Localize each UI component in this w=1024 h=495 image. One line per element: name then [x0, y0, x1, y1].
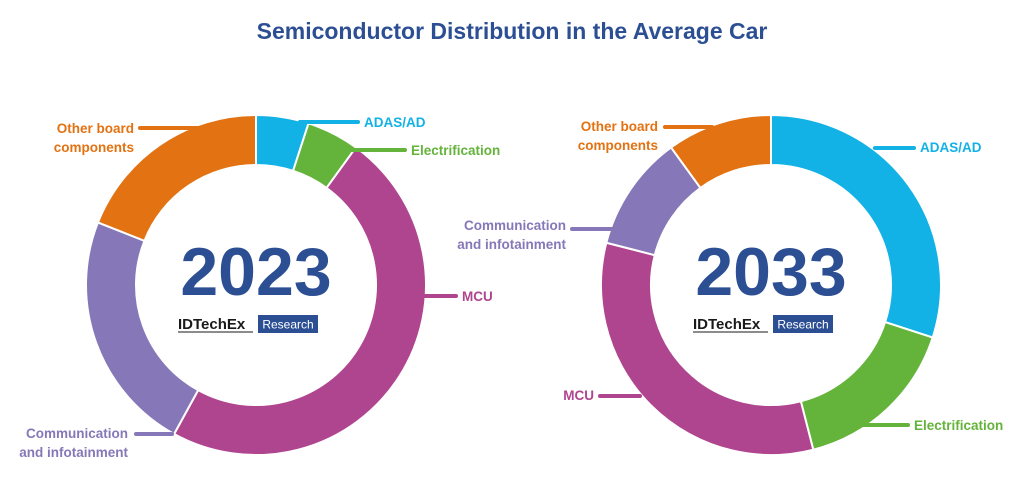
label-electrification: Electrification — [411, 143, 500, 158]
chart-title: Semiconductor Distribution in the Averag… — [256, 18, 768, 44]
label-mcu: MCU — [462, 289, 493, 304]
slice-mcu — [600, 241, 815, 456]
label-other-board-components: components — [54, 140, 134, 155]
brand-tag: Research — [262, 318, 313, 332]
donut-2023: 2023 IDTechEx Research ADAS/AD Electrificati… — [19, 113, 500, 460]
label-communication-and-infotainment: and infotainment — [457, 237, 566, 252]
brand-tag-box — [773, 315, 833, 333]
label-other-board-components: components — [578, 138, 658, 153]
slice-other-board-components — [96, 113, 257, 243]
donut-2033: 2033 IDTechEx Research ADAS/AD Electrificati… — [457, 113, 1003, 456]
slice-electrification — [799, 320, 934, 451]
label-electrification: Electrification — [914, 418, 1003, 433]
slice-mcu — [172, 146, 427, 456]
label-communication-and-infotainment: Communication — [26, 426, 128, 441]
label-other-board-components: Other board — [581, 119, 658, 134]
label-adas-ad: ADAS/AD — [364, 115, 426, 130]
brand-tag-box — [258, 315, 318, 333]
brand-name: IDTechEx — [178, 316, 246, 333]
label-other-board-components: Other board — [57, 121, 134, 136]
brand-tag: Research — [777, 318, 828, 332]
year-label: 2023 — [180, 234, 331, 310]
label-mcu: MCU — [563, 388, 594, 403]
brand-name: IDTechEx — [693, 316, 761, 333]
label-communication-and-infotainment: Communication — [464, 218, 566, 233]
slice-other-board-components — [669, 113, 772, 190]
slice-adas-ad — [770, 113, 942, 339]
year-label: 2033 — [695, 234, 846, 310]
label-adas-ad: ADAS/AD — [920, 140, 982, 155]
label-communication-and-infotainment: and infotainment — [19, 445, 128, 460]
